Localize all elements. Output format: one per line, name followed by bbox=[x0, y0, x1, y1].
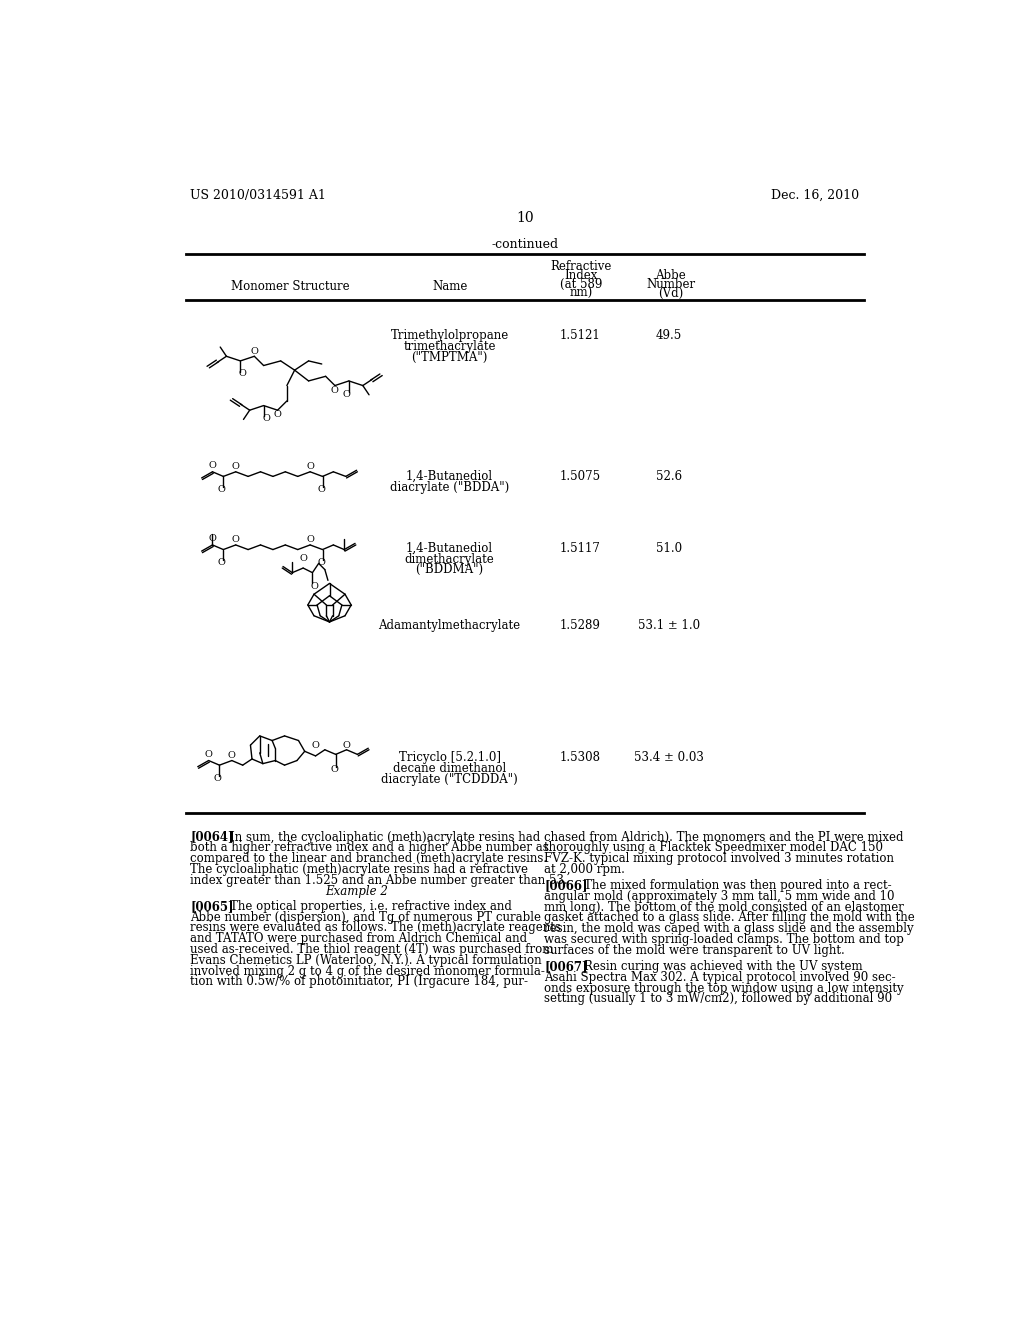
Text: setting (usually 1 to 3 mW/cm2), followed by additional 90: setting (usually 1 to 3 mW/cm2), followe… bbox=[544, 993, 892, 1006]
Text: Abbe number (dispersion), and Tg of numerous PT curable: Abbe number (dispersion), and Tg of nume… bbox=[190, 911, 541, 924]
Text: ("BDDMA"): ("BDDMA") bbox=[416, 564, 483, 577]
Text: O: O bbox=[317, 558, 325, 568]
Text: 1.5308: 1.5308 bbox=[559, 751, 600, 764]
Text: O: O bbox=[330, 764, 338, 774]
Text: O: O bbox=[214, 774, 222, 783]
Text: 53.1 ± 1.0: 53.1 ± 1.0 bbox=[638, 619, 700, 632]
Text: Example 2: Example 2 bbox=[326, 884, 388, 898]
Text: Trimethylolpropane: Trimethylolpropane bbox=[390, 330, 509, 342]
Text: US 2010/0314591 A1: US 2010/0314591 A1 bbox=[190, 189, 326, 202]
Text: The mixed formulation was then poured into a rect-: The mixed formulation was then poured in… bbox=[585, 879, 892, 892]
Text: 51.0: 51.0 bbox=[656, 543, 682, 554]
Text: O: O bbox=[218, 484, 225, 494]
Text: O: O bbox=[251, 347, 258, 356]
Text: O: O bbox=[228, 751, 236, 759]
Text: 1.5289: 1.5289 bbox=[559, 619, 600, 632]
Text: Evans Chemetics LP (Waterloo, N.Y.). A typical formulation: Evans Chemetics LP (Waterloo, N.Y.). A t… bbox=[190, 954, 542, 966]
Text: and TATATO were purchased from Aldrich Chemical and: and TATATO were purchased from Aldrich C… bbox=[190, 932, 527, 945]
Text: O: O bbox=[306, 462, 314, 471]
Text: [0067]: [0067] bbox=[544, 960, 588, 973]
Text: decane dimethanol: decane dimethanol bbox=[393, 762, 506, 775]
Text: In sum, the cycloaliphatic (meth)acrylate resins had: In sum, the cycloaliphatic (meth)acrylat… bbox=[230, 830, 541, 843]
Text: 10: 10 bbox=[516, 211, 534, 226]
Text: 49.5: 49.5 bbox=[655, 330, 682, 342]
Text: 1.5075: 1.5075 bbox=[559, 470, 600, 483]
Text: The cycloaliphatic (meth)acrylate resins had a refractive: The cycloaliphatic (meth)acrylate resins… bbox=[190, 863, 528, 876]
Text: diacrylate ("TCDDDA"): diacrylate ("TCDDDA") bbox=[381, 774, 518, 785]
Text: O: O bbox=[311, 741, 319, 750]
Text: 1,4-Butanediol: 1,4-Butanediol bbox=[407, 470, 494, 483]
Text: mm long). The bottom of the mold consisted of an elastomer: mm long). The bottom of the mold consist… bbox=[544, 900, 904, 913]
Text: 1.5121: 1.5121 bbox=[559, 330, 600, 342]
Text: O: O bbox=[343, 741, 350, 750]
Text: O: O bbox=[306, 535, 314, 544]
Text: involved mixing 2 g to 4 g of the desired monomer formula-: involved mixing 2 g to 4 g of the desire… bbox=[190, 965, 545, 978]
Text: diacrylate ("BDDA"): diacrylate ("BDDA") bbox=[390, 480, 509, 494]
Text: [0065]: [0065] bbox=[190, 900, 233, 913]
Text: Index: Index bbox=[564, 269, 598, 282]
Text: [0064]: [0064] bbox=[190, 830, 233, 843]
Text: at 2,000 rpm.: at 2,000 rpm. bbox=[544, 863, 625, 876]
Text: The optical properties, i.e. refractive index and: The optical properties, i.e. refractive … bbox=[230, 900, 512, 913]
Text: ("TMPTMA"): ("TMPTMA") bbox=[412, 351, 487, 364]
Text: O: O bbox=[310, 582, 317, 591]
Text: (Vd): (Vd) bbox=[657, 288, 683, 301]
Text: nm): nm) bbox=[569, 288, 593, 301]
Text: trimethacrylate: trimethacrylate bbox=[403, 341, 496, 354]
Text: 52.6: 52.6 bbox=[656, 470, 682, 483]
Text: 1.5117: 1.5117 bbox=[559, 543, 600, 554]
Text: [0066]: [0066] bbox=[544, 879, 588, 892]
Text: dimethacrylate: dimethacrylate bbox=[404, 553, 495, 566]
Text: O: O bbox=[299, 554, 307, 564]
Text: 1,4-Butanediol: 1,4-Butanediol bbox=[407, 543, 494, 554]
Text: thoroughly using a Flacktek Speedmixer model DAC 150: thoroughly using a Flacktek Speedmixer m… bbox=[544, 841, 883, 854]
Text: Dec. 16, 2010: Dec. 16, 2010 bbox=[771, 189, 859, 202]
Text: resin, the mold was caped with a glass slide and the assembly: resin, the mold was caped with a glass s… bbox=[544, 923, 913, 936]
Text: O: O bbox=[209, 535, 216, 544]
Text: Adamantylmethacrylate: Adamantylmethacrylate bbox=[379, 619, 520, 632]
Text: FVZ-K. typical mixing protocol involved 3 minutes rotation: FVZ-K. typical mixing protocol involved … bbox=[544, 853, 894, 865]
Text: compared to the linear and branched (meth)acrylate resins.: compared to the linear and branched (met… bbox=[190, 853, 547, 865]
Text: O: O bbox=[343, 389, 350, 399]
Text: index greater than 1.525 and an Abbe number greater than 53.: index greater than 1.525 and an Abbe num… bbox=[190, 874, 567, 887]
Text: Tricyclo [5.2.1.0]: Tricyclo [5.2.1.0] bbox=[398, 751, 501, 764]
Text: O: O bbox=[205, 750, 213, 759]
Text: O: O bbox=[262, 414, 270, 424]
Text: O: O bbox=[317, 484, 325, 494]
Text: used as-received. The thiol reagent (4T) was purchased from: used as-received. The thiol reagent (4T)… bbox=[190, 942, 553, 956]
Text: O: O bbox=[331, 385, 339, 395]
Text: angular mold (approximately 3 mm tall, 5 mm wide and 10: angular mold (approximately 3 mm tall, 5… bbox=[544, 890, 895, 903]
Text: was secured with spring-loaded clamps. The bottom and top: was secured with spring-loaded clamps. T… bbox=[544, 933, 904, 946]
Text: Abbe: Abbe bbox=[655, 269, 686, 282]
Text: Number: Number bbox=[646, 279, 695, 292]
Text: chased from Aldrich). The monomers and the PI were mixed: chased from Aldrich). The monomers and t… bbox=[544, 830, 903, 843]
Text: gasket attached to a glass slide. After filling the mold with the: gasket attached to a glass slide. After … bbox=[544, 911, 914, 924]
Text: -continued: -continued bbox=[492, 238, 558, 251]
Text: O: O bbox=[231, 462, 240, 471]
Text: tion with 0.5w/% of photoinitiator, PI (Irgacure 184, pur-: tion with 0.5w/% of photoinitiator, PI (… bbox=[190, 975, 528, 989]
Text: Refractive: Refractive bbox=[551, 260, 612, 273]
Text: O: O bbox=[273, 411, 282, 420]
Text: Asahi Spectra Max 302. A typical protocol involved 90 sec-: Asahi Spectra Max 302. A typical protoco… bbox=[544, 970, 896, 983]
Text: Resin curing was achieved with the UV system: Resin curing was achieved with the UV sy… bbox=[585, 960, 863, 973]
Text: Name: Name bbox=[432, 280, 467, 293]
Text: onds exposure through the top window using a low intensity: onds exposure through the top window usi… bbox=[544, 982, 904, 994]
Text: Monomer Structure: Monomer Structure bbox=[231, 280, 350, 293]
Text: surfaces of the mold were transparent to UV light.: surfaces of the mold were transparent to… bbox=[544, 944, 845, 957]
Text: O: O bbox=[209, 461, 216, 470]
Text: both a higher refractive index and a higher Abbe number as: both a higher refractive index and a hig… bbox=[190, 841, 549, 854]
Text: 53.4 ± 0.03: 53.4 ± 0.03 bbox=[634, 751, 703, 764]
Text: O: O bbox=[239, 370, 247, 379]
Text: O: O bbox=[218, 558, 225, 568]
Text: resins were evaluated as follows. The (meth)acrylate reagents: resins were evaluated as follows. The (m… bbox=[190, 921, 561, 935]
Text: (at 589: (at 589 bbox=[560, 279, 602, 292]
Text: O: O bbox=[231, 535, 240, 544]
